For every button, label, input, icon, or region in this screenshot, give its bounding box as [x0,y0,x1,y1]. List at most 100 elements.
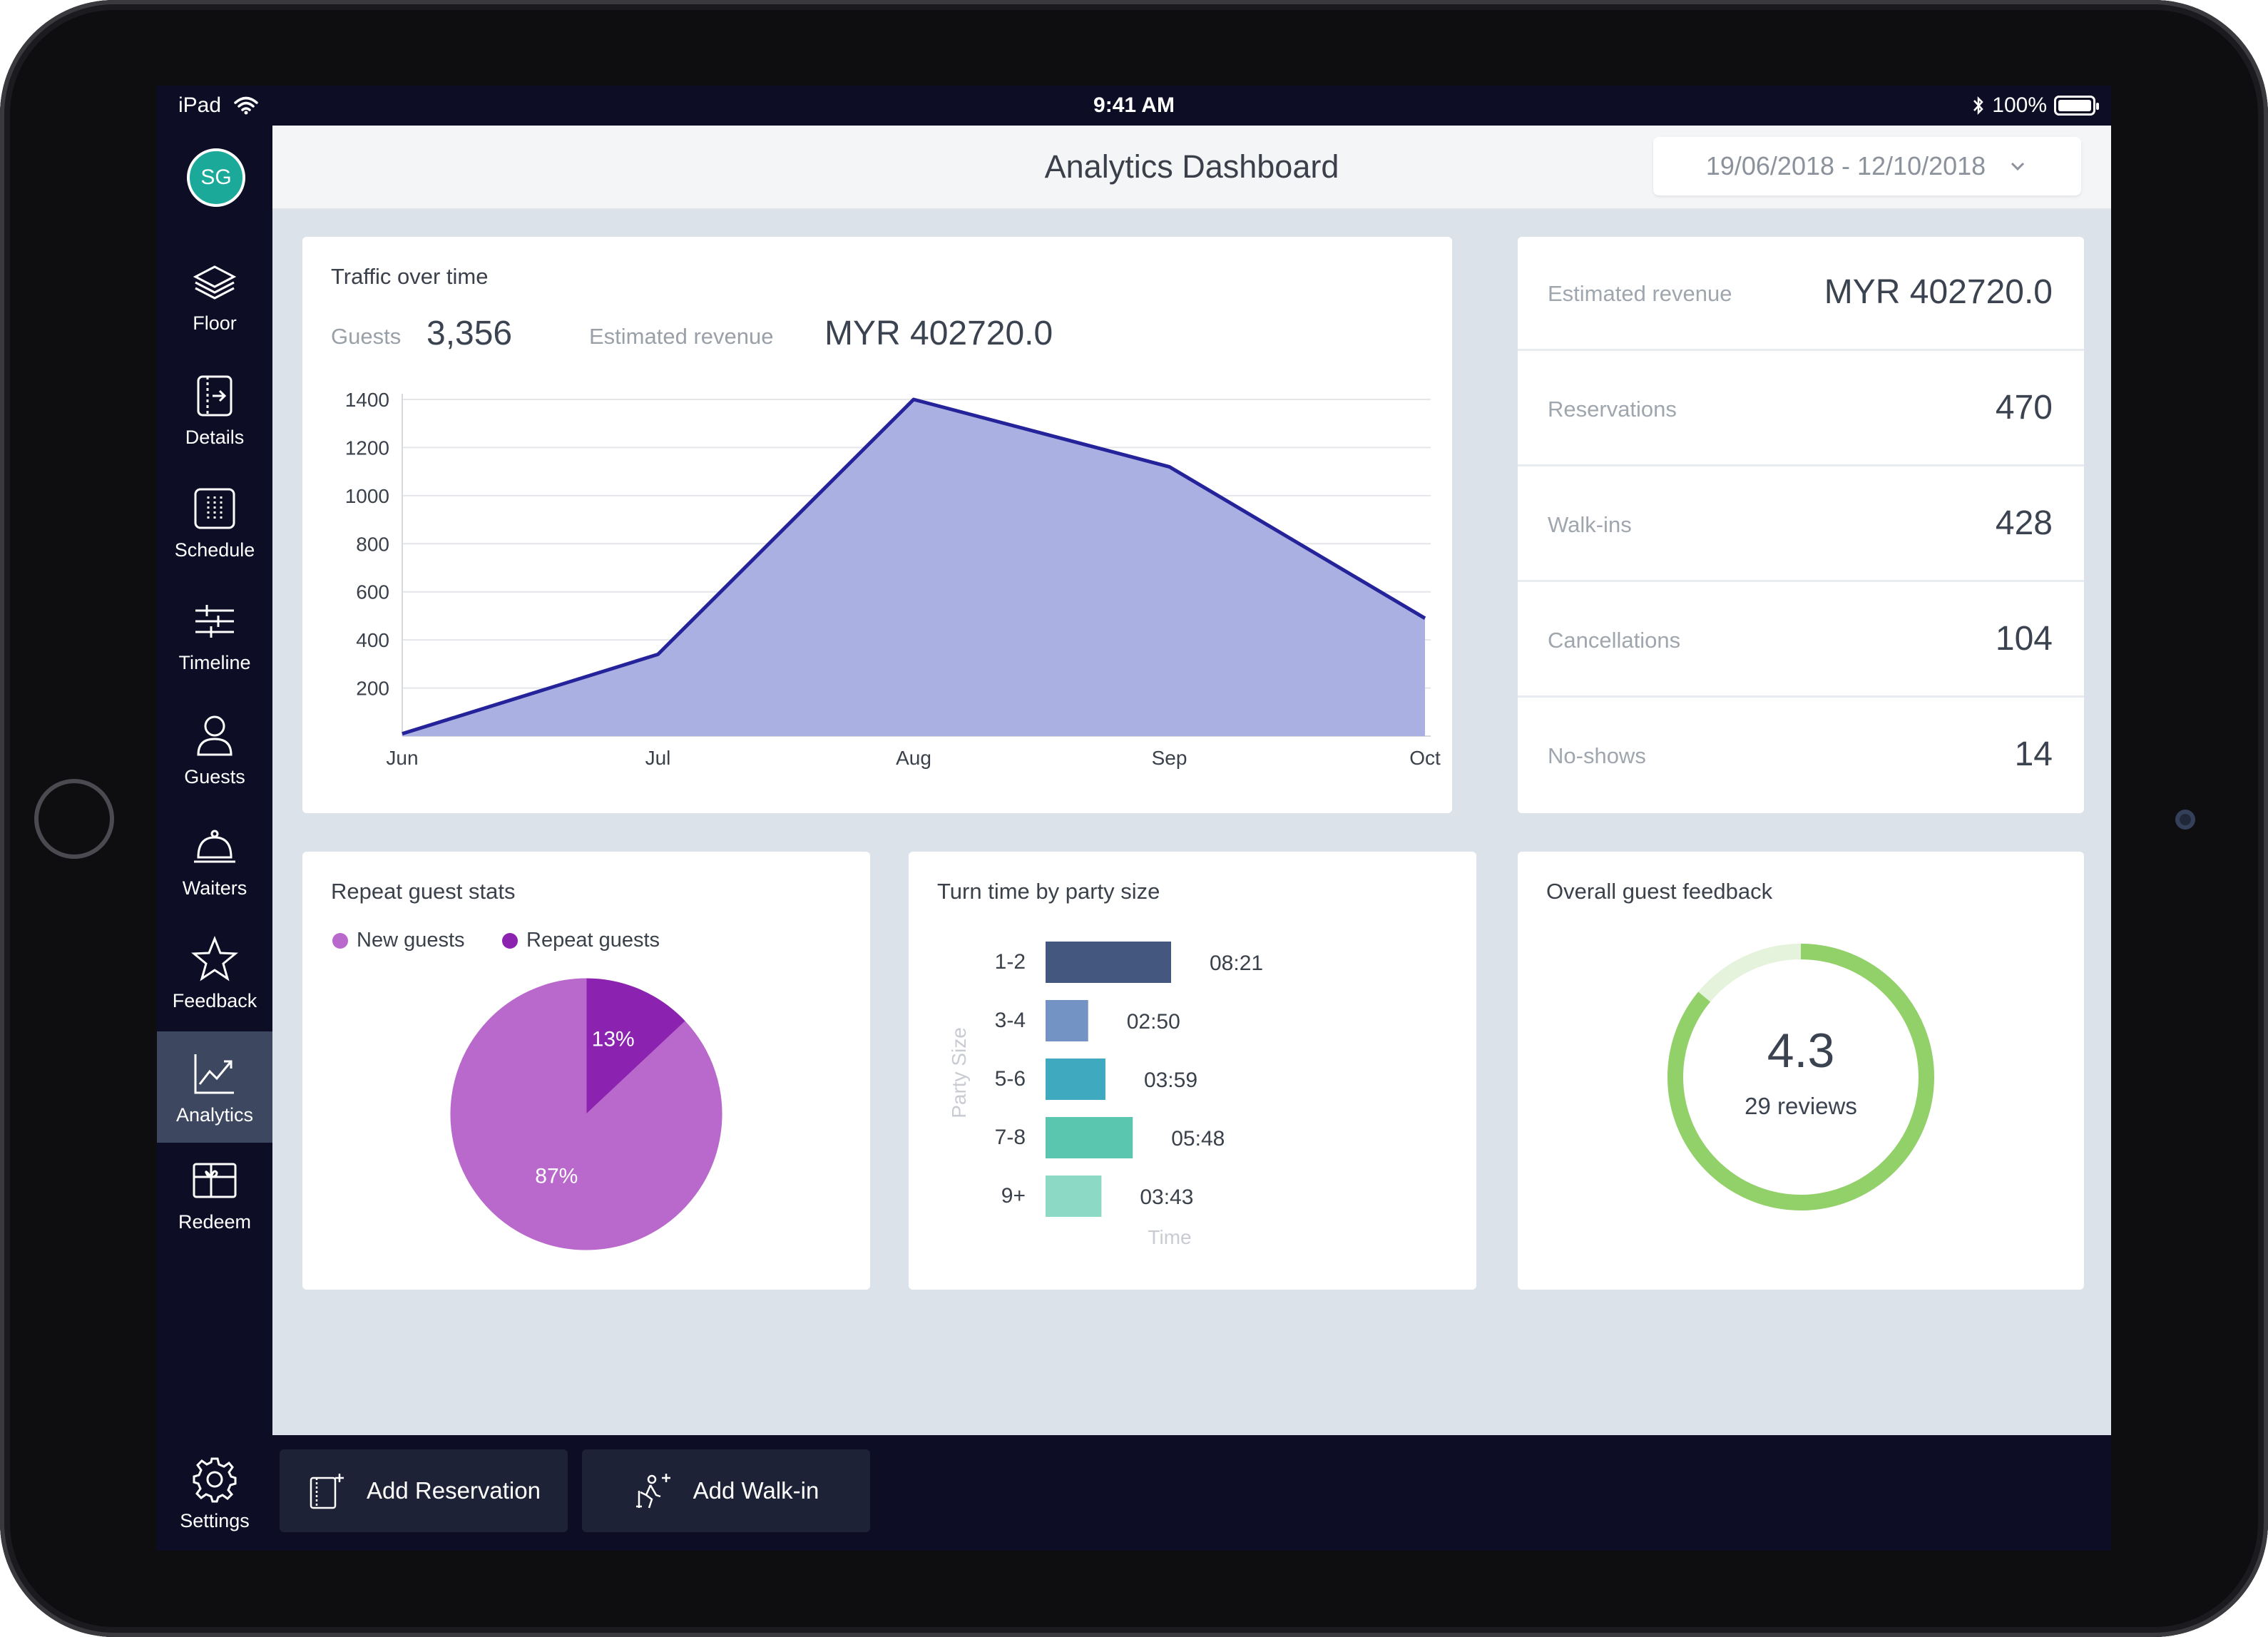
legend-new-guests: New guests [332,929,465,952]
pie-chart: 13% 87% [450,978,722,1250]
battery-percent: 100% [1992,93,2047,117]
date-range-picker[interactable]: 19/06/2018 - 12/10/2018 [1653,137,2081,195]
traffic-area [402,399,1425,736]
guests-value: 3,356 [426,315,513,352]
y-axis-label: Party Size [948,1027,970,1118]
legend-dot-repeat [502,932,518,949]
wifi-icon [234,96,258,115]
revenue-value: MYR 402720.0 [824,315,1053,352]
y-tick-label: 200 [356,678,389,700]
sidebar-item-label: Redeem [178,1210,252,1233]
front-camera [2175,810,2195,830]
y-tick-label: 400 [356,629,389,651]
stat-value: 428 [1995,504,2053,542]
sidebar-item-guests[interactable]: Guests [157,693,272,805]
turn-time-chart: 1-2 08:21 3-4 02:50 5-6 03:59 7-8 05:48 9+ 03:43 P… [948,942,1263,1248]
turn-bar [1046,1117,1133,1158]
sidebar-item-label: Schedule [174,539,255,561]
home-button[interactable] [34,779,114,859]
sidebar-item-feedback[interactable]: Feedback [157,917,272,1029]
turn-bar [1046,1000,1088,1041]
sidebar-item-redeem[interactable]: Redeem [157,1138,272,1250]
date-range-value: 19/06/2018 - 12/10/2018 [1705,151,1986,180]
y-tick-label: 3-4 [995,1009,1026,1032]
sidebar-item-label: Guests [184,765,245,787]
sidebar-item-label: Waiters [182,877,247,899]
add-walkin-label: Add Walk-in [693,1477,819,1504]
page-title: Analytics Dashboard [1044,148,1339,185]
add-reservation-label: Add Reservation [367,1477,541,1504]
timeline-icon [195,604,234,638]
layers-icon [193,265,237,300]
sidebar-item-schedule[interactable]: Schedule [157,466,272,578]
traffic-title: Traffic over time [331,264,489,289]
stat-row-reservations: Reservations 470 [1518,352,2084,466]
turn-title: Turn time by party size [937,879,1160,904]
rating-value: 4.3 [1767,1024,1835,1078]
sidebar-item-label: Settings [180,1509,250,1531]
app-screen: iPad 9:41 AM 100% SG Floor [157,86,2111,1551]
x-tick-label: Oct [1409,747,1441,769]
sidebar-item-waiters[interactable]: Waiters [157,805,272,916]
stat-row-walkins: Walk-ins 428 [1518,468,2084,582]
x-tick-label: Jul [645,747,671,769]
review-count: 29 reviews [1745,1093,1857,1119]
y-tick-label: 800 [356,533,389,555]
sidebar: SG Floor Details Schedule [157,126,272,1551]
feedback-title: Overall guest feedback [1546,879,1773,904]
sidebar-item-details[interactable]: Details [157,354,272,465]
bar-value-label: 05:48 [1171,1127,1225,1151]
y-tick-label: 1-2 [995,950,1026,974]
user-icon [197,715,233,755]
avatar[interactable]: SG [187,148,245,207]
add-reservation-button[interactable]: Add Reservation [280,1449,568,1532]
sidebar-item-label: Feedback [172,989,257,1011]
legend-label: New guests [357,929,465,952]
pie-label: 13% [592,1027,635,1051]
stat-value: 14 [2014,735,2053,773]
add-walkin-button[interactable]: Add Walk-in [582,1449,870,1532]
sidebar-item-label: Floor [193,312,237,334]
repeat-guest-card: Repeat guest stats New guests Repeat gue… [302,852,870,1290]
cloche-icon [194,830,235,862]
pie-slice-new [450,978,722,1250]
rating-progress [1667,944,1934,1210]
star-icon [191,935,238,981]
y-tick-label: 5-6 [995,1067,1026,1091]
sidebar-item-settings[interactable]: Settings [157,1435,272,1551]
y-tick-label: 7-8 [995,1126,1026,1149]
bar-value-label: 08:21 [1210,952,1263,975]
pie-label: 87% [535,1164,578,1188]
y-tick-label: 1000 [345,485,389,507]
bar-value-label: 02:50 [1127,1010,1180,1034]
x-axis-label: Time [1148,1226,1191,1248]
device-name: iPad [178,93,222,117]
legend-dot-new [332,932,348,949]
sidebar-item-label: Timeline [178,651,251,673]
stat-value: 470 [1995,389,2053,427]
y-tick-label: 1400 [345,389,389,411]
battery-icon [2054,96,2099,116]
gift-card-icon [193,1163,237,1198]
bottom-action-bar: Add Reservation Add Walk-in [272,1435,2111,1551]
y-tick-label: 600 [356,581,389,603]
turn-time-card: 1-2 08:21 3-4 02:50 5-6 03:59 7-8 05:48 9+ 03:43 P… [909,852,1476,1290]
stat-row-cancellations: Cancellations 104 [1518,583,2084,698]
sidebar-item-floor[interactable]: Floor [157,240,272,351]
repeat-title: Repeat guest stats [331,879,516,904]
stat-row-revenue: Estimated revenue MYR 402720.0 [1518,237,2084,351]
x-tick-label: Aug [896,747,931,769]
gear-icon [193,1457,237,1502]
sidebar-item-timeline[interactable]: Timeline [157,579,272,690]
feedback-card: Overall guest feedback 4.3 29 reviews [1518,852,2084,1290]
stat-label: Reservations [1548,397,1677,422]
revenue-label: Estimated revenue [589,324,774,349]
stat-value: 104 [1995,620,2053,658]
y-tick-label: 1200 [345,437,389,459]
stat-label: Cancellations [1548,628,1681,653]
turn-bar [1046,942,1171,983]
sidebar-item-analytics[interactable]: Analytics [157,1031,272,1143]
traffic-chart: 200 400 600 800 1000 1200 1400 Jun Jul Aug Sep Oct [345,389,1441,769]
add-walkin-icon [635,1474,670,1509]
stat-label: No-shows [1548,743,1646,768]
